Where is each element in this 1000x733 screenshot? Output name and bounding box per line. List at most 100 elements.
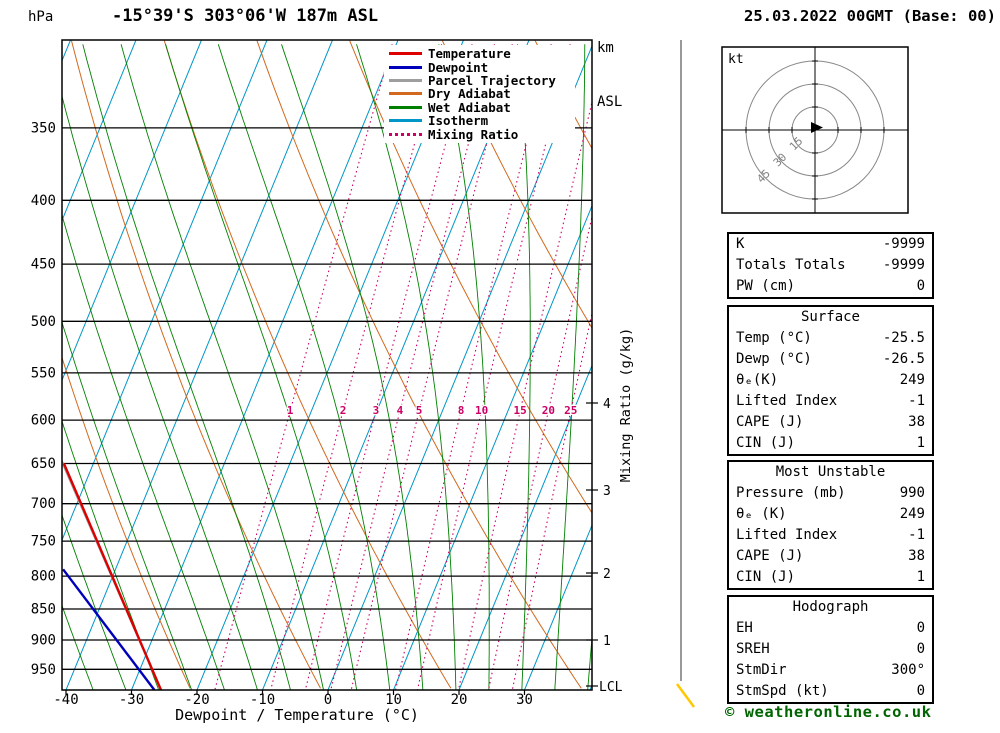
table-row: EH 0	[729, 618, 932, 639]
table-row-value: -26.5	[882, 351, 925, 367]
table-header-surface: Surface	[800, 309, 860, 325]
table-row-value: 300°	[891, 662, 925, 678]
legend-item-dewpoint: Dewpoint	[389, 60, 575, 75]
dewpoint-curve	[62, 568, 156, 690]
svg-text:600: 600	[31, 413, 56, 429]
table-indices: K -9999 Totals Totals -9999 PW (cm) 0	[727, 232, 934, 299]
legend-label-mixing-ratio: Mixing Ratio	[428, 126, 519, 142]
table-row: Pressure (mb) 990	[729, 483, 932, 504]
legend-swatch-temperature	[389, 52, 422, 56]
chart-legend: Temperature Dewpoint Parcel Trajectory Dry …	[384, 45, 575, 143]
km-axis-ticks: 4 3 2 1 LCL	[586, 397, 623, 695]
mixing-ratio-lines	[214, 44, 592, 690]
table-row-value: 249	[899, 372, 925, 388]
table-row: CIN (J) 1	[729, 567, 932, 588]
table-row-label: Pressure (mb)	[736, 485, 846, 501]
table-row: Dewp (°C) -26.5	[729, 349, 932, 370]
svg-text:10: 10	[475, 404, 488, 417]
svg-text:4: 4	[603, 397, 611, 412]
table-row: CAPE (J) 38	[729, 412, 932, 433]
legend-swatch-dewpoint	[389, 65, 422, 69]
svg-text:900: 900	[31, 633, 56, 649]
svg-text:-20: -20	[184, 692, 209, 708]
svg-text:4: 4	[397, 404, 404, 417]
svg-text:20: 20	[451, 692, 468, 708]
legend-item-isotherm: Isotherm	[389, 113, 575, 128]
svg-text:0: 0	[324, 692, 332, 708]
svg-text:1: 1	[287, 404, 294, 417]
svg-text:20: 20	[542, 404, 555, 417]
km-axis-title-asl: ASL	[597, 94, 623, 110]
svg-text:750: 750	[31, 534, 56, 550]
table-row-label: EH	[736, 620, 753, 636]
table-row-value: 1	[916, 435, 925, 451]
km-axis-title: km ASL	[597, 3, 631, 147]
svg-text:800: 800	[31, 569, 56, 585]
table-hodograph: Hodograph EH 0 SREH 0 StmDir 300° StmSpd (kt) 0	[727, 595, 934, 704]
table-row-value: 249	[899, 506, 925, 522]
storm-motion-marker	[811, 122, 823, 133]
svg-text:400: 400	[31, 193, 56, 209]
wind-barb-staff	[675, 683, 696, 708]
svg-text:5: 5	[416, 404, 423, 417]
table-row: θₑ(K) 249	[729, 370, 932, 391]
table-row: CAPE (J) 38	[729, 546, 932, 567]
svg-text:850: 850	[31, 602, 56, 618]
legend-label-wet-adiabat: Wet Adiabat	[428, 99, 511, 115]
svg-text:15: 15	[513, 404, 526, 417]
svg-text:25: 25	[564, 404, 577, 417]
km-axis-title-km: km	[597, 40, 614, 56]
table-row-label: CIN (J)	[736, 435, 796, 451]
svg-text:-40: -40	[53, 692, 78, 708]
pressure-tick-labels: 350 400 450 500 550 600 650 700 750 800 850 900 950	[31, 120, 56, 677]
svg-text:3: 3	[603, 484, 611, 499]
table-header-most-unstable: Most Unstable	[775, 464, 886, 480]
table-row-value: 0	[916, 641, 925, 657]
legend-label-dry-adiabat: Dry Adiabat	[428, 86, 511, 102]
table-row-label: Totals Totals	[736, 257, 846, 273]
table-surface: Surface Temp (°C) -25.5 Dewp (°C) -26.5 θₑ(K)…	[727, 305, 934, 456]
svg-text:10: 10	[385, 692, 402, 708]
station-title: -15°39'S 303°06'W 187m ASL	[112, 6, 379, 26]
legend-label-parcel-trajectory: Parcel Trajectory	[428, 72, 556, 88]
table-row-value: 38	[908, 548, 925, 564]
svg-text:1: 1	[603, 634, 611, 649]
svg-text:550: 550	[31, 365, 56, 381]
table-row-label: CIN (J)	[736, 569, 796, 585]
table-row: θₑ (K) 249	[729, 504, 932, 525]
table-row-label: K	[736, 236, 745, 252]
legend-swatch-dry-adiabat	[389, 92, 422, 96]
x-axis-title: Dewpoint / Temperature (°C)	[175, 706, 419, 724]
legend-swatch-isotherm	[389, 119, 422, 123]
temperature-tick-labels: -40 -30 -20 -10 0 10 20 30	[53, 690, 533, 708]
table-row-value: 1	[916, 569, 925, 585]
mixing-ratio-axis-label: Mixing Ratio (g/kg)	[618, 328, 634, 482]
table-row-value: -1	[908, 393, 925, 409]
legend-swatch-wet-adiabat	[389, 105, 422, 109]
legend-swatch-mixing-ratio	[389, 132, 422, 136]
svg-text:-30: -30	[119, 692, 144, 708]
table-row-value: 38	[908, 414, 925, 430]
svg-text:450: 450	[31, 257, 56, 273]
table-row-label: PW (cm)	[736, 278, 796, 294]
table-row-value: 0	[916, 278, 925, 294]
svg-text:500: 500	[31, 314, 56, 330]
table-row: Lifted Index -1	[729, 391, 932, 412]
svg-text:8: 8	[458, 404, 465, 417]
table-row: StmDir 300°	[729, 660, 932, 681]
table-row: K -9999	[729, 234, 932, 255]
isotherm-lines	[62, 40, 592, 690]
table-row: Totals Totals -9999	[729, 255, 932, 276]
copyright: © weatheronline.co.uk	[725, 703, 932, 721]
pressure-gridlines	[62, 127, 592, 670]
table-row-label: Lifted Index	[736, 527, 838, 543]
svg-text:650: 650	[31, 456, 56, 472]
table-row-value: -9999	[882, 236, 925, 252]
mixing-ratio-labels: 1 2 3 4 5 8 10 15 20 25	[286, 403, 579, 419]
legend-swatch-parcel-trajectory	[389, 78, 422, 82]
table-row-label: CAPE (J)	[736, 548, 804, 564]
table-row: SREH 0	[729, 639, 932, 660]
table-row-label: Temp (°C)	[736, 330, 812, 346]
svg-text:700: 700	[31, 496, 56, 512]
